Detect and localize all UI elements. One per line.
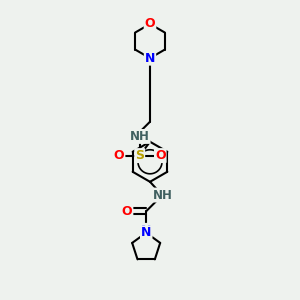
- Text: O: O: [145, 17, 155, 31]
- Text: N: N: [141, 226, 152, 239]
- Text: N: N: [141, 224, 152, 237]
- Text: O: O: [155, 149, 166, 162]
- Text: N: N: [145, 52, 155, 64]
- Text: H: H: [129, 131, 138, 142]
- Text: O: O: [114, 149, 124, 162]
- Text: NH: NH: [130, 130, 150, 143]
- Text: O: O: [122, 205, 132, 218]
- Text: S: S: [135, 149, 144, 162]
- Text: NH: NH: [152, 189, 172, 202]
